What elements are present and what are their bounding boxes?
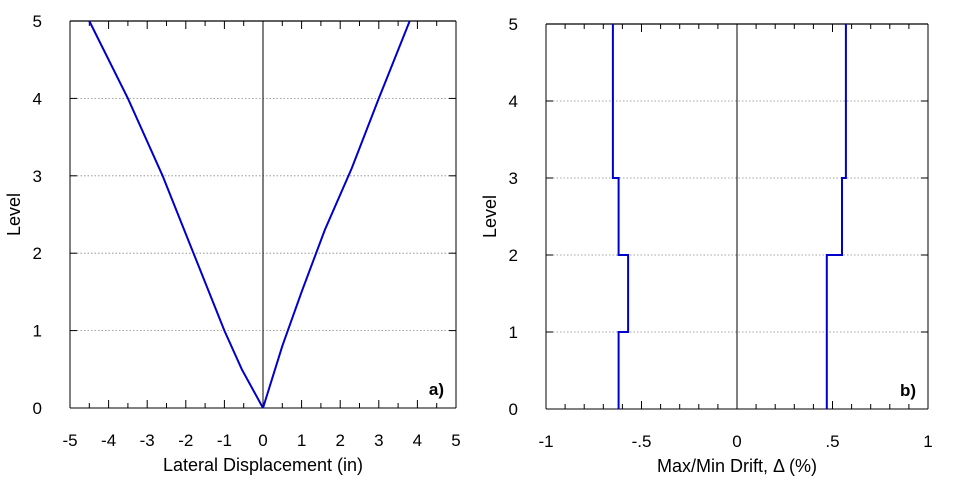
panel-a-x-tick-label: 2 xyxy=(335,431,344,450)
panel-b-plot-area: -1 -.5 0 .5 1 0 1 2 3 4 5 xyxy=(509,15,933,451)
panel-a-x-tick-label: 5 xyxy=(451,431,460,450)
panel-a-x-tick-label: 4 xyxy=(413,431,422,450)
panel-b-y-axis-title: Level xyxy=(480,195,500,238)
panel-a-y-tick-label: 5 xyxy=(33,12,42,31)
panel-a-tag: a) xyxy=(429,380,444,399)
panel-a-x-tick-label: -4 xyxy=(101,431,116,450)
panel-a-x-tick-label: -3 xyxy=(140,431,155,450)
panel-a-series-line-1 xyxy=(88,20,264,409)
panel-a-y-tick-label: 2 xyxy=(33,244,42,263)
panel-a-y-tick-label: 0 xyxy=(33,399,42,418)
panel-b-tag: b) xyxy=(900,381,916,400)
panel-a-x-tick-label: -5 xyxy=(62,431,77,450)
panel-a-y-tick-label: 3 xyxy=(33,167,42,186)
panel-a-x-tick-label: 0 xyxy=(258,431,267,450)
panel-b-y-tick-label: 5 xyxy=(509,15,518,34)
panel-b-y-tick-label: 4 xyxy=(509,92,518,111)
panel-b-series-line-1 xyxy=(611,24,630,409)
panel-a-x-axis-title: Lateral Displacement (in) xyxy=(163,455,363,475)
panel-b-y-tick-label: 1 xyxy=(509,323,518,342)
panel-a-x-tick-label: 1 xyxy=(297,431,306,450)
panel-b-x-tick-label: 0 xyxy=(732,432,741,451)
panel-a-x-tick-label: -1 xyxy=(217,431,232,450)
panel-a-series-line-2 xyxy=(262,20,411,409)
panel-b-y-tick-label: 0 xyxy=(509,400,518,419)
panel-b-y-tick-label: 3 xyxy=(509,169,518,188)
panel-b: -1 -.5 0 .5 1 0 1 2 3 4 5 Max/Min Drift, Δ (%) Lev… xyxy=(480,15,933,476)
panel-a-y-tick-label: 1 xyxy=(33,322,42,341)
panel-b-x-tick-label: .5 xyxy=(825,432,839,451)
panel-b-x-tick-label: -.5 xyxy=(632,432,652,451)
panel-b-series-line-2 xyxy=(825,24,847,409)
panel-a-x-tick-label: 3 xyxy=(374,431,383,450)
panel-a-y-tick-label: 4 xyxy=(33,89,42,108)
panel-a-y-axis-title: Level xyxy=(4,193,24,236)
panel-b-x-tick-label: -1 xyxy=(538,432,553,451)
panel-b-x-axis-title: Max/Min Drift, Δ (%) xyxy=(657,456,817,476)
panel-b-y-tick-label: 2 xyxy=(509,246,518,265)
panel-a: -5 -4 -3 -2 -1 0 1 2 3 4 5 0 1 2 3 4 5 Lateral Displacem… xyxy=(4,12,461,475)
panel-b-x-tick-label: 1 xyxy=(923,432,932,451)
panel-a-plot-area: -5 -4 -3 -2 -1 0 1 2 3 4 5 0 1 2 3 4 5 xyxy=(33,12,461,450)
panel-a-x-tick-label: -2 xyxy=(178,431,193,450)
